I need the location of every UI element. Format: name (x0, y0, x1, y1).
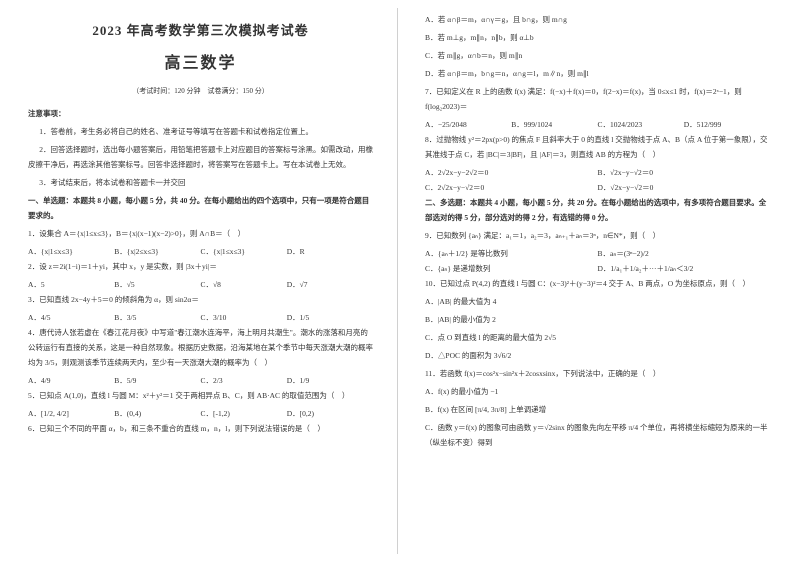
q5-opt-b: B．(0,4) (114, 406, 200, 421)
q7-opt-d: D．512/999 (684, 117, 770, 132)
q7-opt-c: C．1024/2023 (598, 117, 684, 132)
q7-stem: 7．已知定义在 R 上的函数 f(x) 满足：f(−x)＋f(x)＝0，f(2−… (425, 84, 770, 114)
q4-options: A．4/9 B．5/9 C．2/3 D．1/9 (28, 373, 373, 388)
q7-opt-b: B．999/1024 (511, 117, 597, 132)
q2-opt-b: B．√5 (114, 277, 200, 292)
q10-opt-b: B．|AB| 的最小值为 2 (425, 312, 770, 327)
q4-opt-b: B．5/9 (114, 373, 200, 388)
q3-opt-b: B．3/5 (114, 310, 200, 325)
q5-opt-a: A．[1/2, 4/2] (28, 406, 114, 421)
q9-stem: 9．已知数列 {aₙ} 满足：a₁＝1，a₂＝3，aₙ₊₁＋aₙ＝3ⁿ，n∈N*… (425, 228, 770, 243)
right-column: A．若 α∩β＝m，α∩γ＝g，且 b∩g，则 m∩g B．若 m⊥g，m∥n，… (397, 0, 794, 562)
q6-opt-b: B．若 m⊥g，m∥n，n∥b，则 α⊥b (425, 30, 770, 45)
q11-stem: 11．若函数 f(x)＝cos²x−sin²x＋2cosxsinx，下列说法中，… (425, 366, 770, 381)
q10-stem: 10．已知过点 P(4,2) 的直线 l 与圆 C：(x−3)²＋(y−3)²＝… (425, 276, 770, 291)
q1-opt-d: D．R (287, 244, 373, 259)
q2-opt-c: C．√8 (201, 277, 287, 292)
q3-stem: 3．已知直线 2x−4y＋5＝0 的倾斜角为 α，则 sin2α＝ (28, 292, 373, 307)
exam-subject: 高三数学 (28, 48, 373, 80)
q8-opt-a: A．2√2x−y−2√2＝0 (425, 165, 598, 180)
exam-title: 2023 年高考数学第三次模拟考试卷 (28, 18, 373, 44)
q1-stem: 1．设集合 A＝{x|1≤x≤3}，B＝{x|(x−1)(x−2)>0}，则 A… (28, 226, 373, 241)
q11-opt-b: B．f(x) 在区间 [π/4, 3π/8] 上单调递增 (425, 402, 770, 417)
q7-options: A．−25/2048 B．999/1024 C．1024/2023 D．512/… (425, 117, 770, 132)
q3-options: A．4/5 B．3/5 C．3/10 D．1/5 (28, 310, 373, 325)
q1-opt-c: C．{x|1≤x≤3} (201, 244, 287, 259)
q8-options: A．2√2x−y−2√2＝0 B．√2x−y−√2＝0 C．2√2x−y−√2＝… (425, 165, 770, 195)
q10-opt-c: C．点 O 到直线 l 的距离的最大值为 2√5 (425, 330, 770, 345)
q8-stem: 8．过抛物线 y²＝2px(p>0) 的焦点 F 且斜率大于 0 的直线 l 交… (425, 132, 770, 162)
q3-opt-d: D．1/5 (287, 310, 373, 325)
q9-opt-b: B．aₙ＝(3ⁿ−2)/2 (598, 246, 771, 261)
q6-opt-a: A．若 α∩β＝m，α∩γ＝g，且 b∩g，则 m∩g (425, 12, 770, 27)
q2-opt-a: A．5 (28, 277, 114, 292)
q1-opt-b: B．{x|2≤x≤3} (114, 244, 200, 259)
q10-opt-d: D．△POC 的面积为 3√6/2 (425, 348, 770, 363)
q5-options: A．[1/2, 4/2] B．(0,4) C．[-1,2) D．[0,2) (28, 406, 373, 421)
q4-opt-c: C．2/3 (201, 373, 287, 388)
section-2-heading: 二、多选题：本题共 4 小题，每小题 5 分，共 20 分。在每小题给出的选项中… (425, 195, 770, 225)
q9-opt-c: C．{aₙ} 是递增数列 (425, 261, 598, 276)
q9-opt-a: A．{aₙ＋1/2} 是等比数列 (425, 246, 598, 261)
section-1-heading: 一、单选题：本题共 8 小题，每小题 5 分，共 40 分。在每小题给出的四个选… (28, 193, 373, 223)
q2-options: A．5 B．√5 C．√8 D．√7 (28, 277, 373, 292)
q3-opt-a: A．4/5 (28, 310, 114, 325)
q6-stem: 6．已知三个不同的平面 α，b，和三条不重合的直线 m，n，l，则下列说法错误的… (28, 421, 373, 436)
q1-options: A．{x|1≤x≤3} B．{x|2≤x≤3} C．{x|1≤x≤3} D．R (28, 244, 373, 259)
q5-opt-c: C．[-1,2) (201, 406, 287, 421)
q6-opt-c: C．若 m∥g，α∩b＝n，则 m∥n (425, 48, 770, 63)
q6-opt-d: D．若 α∩β＝m，b∩g＝n，α∩g＝l，m∥n，则 m∥l (425, 66, 770, 81)
q11-opt-a: A．f(x) 的最小值为 −1 (425, 384, 770, 399)
q11-opt-c: C．函数 y＝f(x) 的图象可由函数 y＝√2sinx 的图象先向左平移 π/… (425, 420, 770, 450)
q1-opt-a: A．{x|1≤x≤3} (28, 244, 114, 259)
q8-opt-d: D．√2x−y−√2＝0 (598, 180, 771, 195)
q3-opt-c: C．3/10 (201, 310, 287, 325)
notice-2: 2．回答选择题时，选出每小题答案后，用铅笔把答题卡上对应题目的答案标号涂黑。如需… (28, 142, 373, 172)
q5-stem: 5．已知点 A(1,0)，直线 l 与圆 M：x²＋y²＝1 交于两相异点 B、… (28, 388, 373, 403)
q10-opt-a: A．|AB| 的最大值为 4 (425, 294, 770, 309)
q8-opt-c: C．2√2x−y−√2＝0 (425, 180, 598, 195)
left-column: 2023 年高考数学第三次模拟考试卷 高三数学 （考试时间：120 分钟 试卷满… (0, 0, 397, 562)
q9-options: A．{aₙ＋1/2} 是等比数列 B．aₙ＝(3ⁿ−2)/2 C．{aₙ} 是递… (425, 246, 770, 276)
notice-3: 3．考试结束后，将本试卷和答题卡一并交回 (28, 175, 373, 190)
q4-opt-d: D．1/9 (287, 373, 373, 388)
q4-stem: 4．唐代诗人张若虚在《春江花月夜》中写道"春江潮水连海平，海上明月共潮生"。潮水… (28, 325, 373, 370)
q5-opt-d: D．[0,2) (287, 406, 373, 421)
q2-stem: 2．设 z＝2i(1−i)＝1＋yi，其中 x，y 是实数，则 |3x＋yi|＝ (28, 259, 373, 274)
exam-meta: （考试时间：120 分钟 试卷满分：150 分） (28, 84, 373, 98)
q7-opt-a: A．−25/2048 (425, 117, 511, 132)
q4-opt-a: A．4/9 (28, 373, 114, 388)
q8-opt-b: B．√2x−y−√2＝0 (598, 165, 771, 180)
exam-page: 2023 年高考数学第三次模拟考试卷 高三数学 （考试时间：120 分钟 试卷满… (0, 0, 794, 562)
notice-1: 1．答卷前，考生务必将自己的姓名、准考证号等填写在答题卡和试卷指定位置上。 (28, 124, 373, 139)
q9-opt-d: D．1/a₁＋1/a₂＋···＋1/aₙ＜3/2 (598, 261, 771, 276)
q2-opt-d: D．√7 (287, 277, 373, 292)
notice-heading: 注意事项： (28, 106, 373, 121)
